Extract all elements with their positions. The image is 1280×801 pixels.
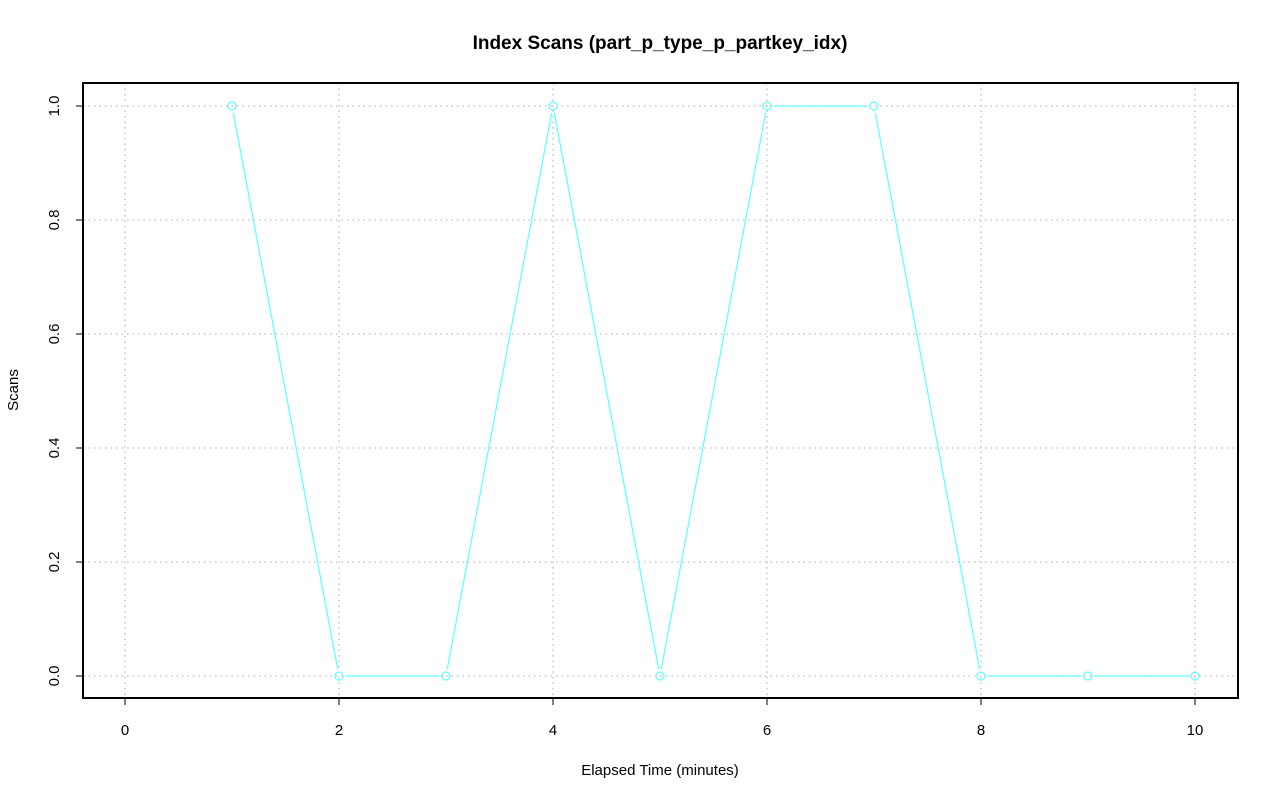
data-point <box>762 101 772 111</box>
y-tick-label: 0.0 <box>46 666 63 687</box>
x-tick-label: 8 <box>977 722 985 739</box>
series-line-segment <box>660 112 767 670</box>
data-point <box>976 671 986 681</box>
x-tick-label: 2 <box>335 722 343 739</box>
chart-title: Index Scans (part_p_type_p_partkey_idx) <box>473 33 848 54</box>
data-point <box>227 101 237 111</box>
grid <box>83 83 1238 698</box>
series-line-segment <box>446 112 553 670</box>
plot-series <box>227 101 1200 681</box>
y-tick-label: 0.4 <box>46 438 63 459</box>
data-point <box>869 101 879 111</box>
x-tick-label: 0 <box>121 722 129 739</box>
data-point <box>1190 671 1200 681</box>
series-line-segment <box>232 112 339 670</box>
y-axis-label: Scans <box>5 369 22 411</box>
data-point <box>441 671 451 681</box>
y-tick-label: 0.6 <box>46 324 63 345</box>
data-point <box>1083 671 1093 681</box>
x-tick-label: 6 <box>763 722 771 739</box>
x-tick-label: 4 <box>549 722 557 739</box>
x-axis-label: Elapsed Time (minutes) <box>581 762 739 779</box>
series-line-segment <box>553 112 660 670</box>
data-point <box>334 671 344 681</box>
axes: 0 2 4 6 8 10 0.0 0.2 0.4 0.6 0.8 1.0 <box>46 96 1203 739</box>
data-point <box>548 101 558 111</box>
series-line-segment <box>874 112 981 670</box>
y-tick-label: 0.2 <box>46 552 63 573</box>
plot-frame <box>82 82 1239 699</box>
y-tick-label: 1.0 <box>46 96 63 117</box>
x-tick-label: 10 <box>1187 722 1204 739</box>
y-tick-label: 0.8 <box>46 210 63 231</box>
data-point <box>655 671 665 681</box>
